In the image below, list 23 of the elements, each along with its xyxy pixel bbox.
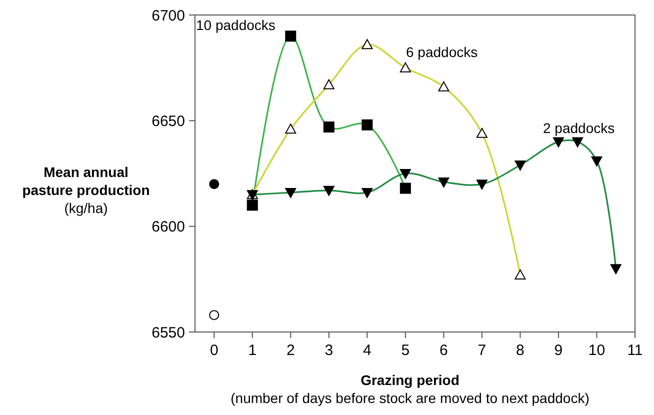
y-axis-title: Mean annual pasture production (kg/ha) xyxy=(22,164,150,216)
x-tick-label: 11 xyxy=(627,342,643,359)
x-tick-label: 4 xyxy=(363,342,372,359)
x-tick-label: 7 xyxy=(478,342,486,359)
x-tick-label: 3 xyxy=(324,342,334,359)
point xyxy=(209,179,220,190)
x-tick-label: 10 xyxy=(588,342,606,359)
y-tick-label: 6700 xyxy=(152,7,185,24)
y-tick-label: 6550 xyxy=(152,324,185,342)
x-tick-label: 1 xyxy=(248,342,257,359)
x-tick-label: 2 xyxy=(286,342,295,359)
series-label: 2 paddocks xyxy=(543,120,615,136)
series-label: 6 paddocks xyxy=(406,44,478,60)
series-label: 10 paddocks xyxy=(196,17,276,33)
y-tick-label: 6600 xyxy=(152,218,185,236)
x-tick-label: 5 xyxy=(401,342,410,359)
point xyxy=(209,310,220,320)
y-tick-label: 6650 xyxy=(152,112,185,130)
x-tick-label: 9 xyxy=(554,342,563,359)
x-tick-label: 0 xyxy=(210,342,218,359)
x-axis-title: Grazing period (number of days before stock are moved to next paddock) xyxy=(230,372,590,406)
x-tick-label: 8 xyxy=(516,342,524,359)
x-tick-label: 6 xyxy=(440,342,448,359)
